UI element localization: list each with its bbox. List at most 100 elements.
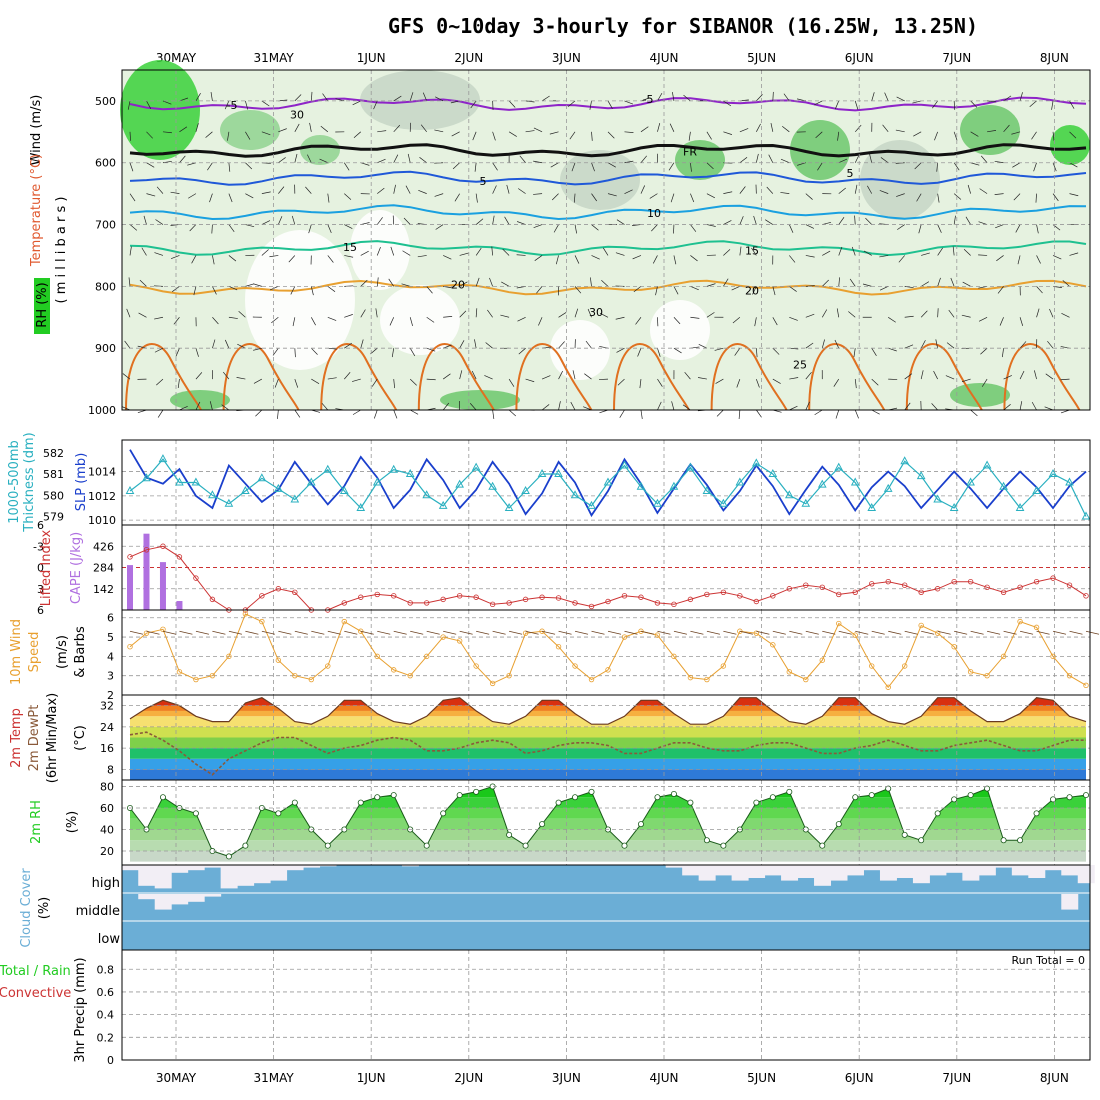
lifted-index-point <box>654 600 661 606</box>
wind-barb <box>245 224 255 228</box>
wind-barb <box>651 224 658 232</box>
lifted-index-point <box>687 596 694 603</box>
wind-barb <box>261 191 271 194</box>
temperature-contour <box>129 204 1087 221</box>
wind-axis-label: Wind (m/s) <box>29 95 44 166</box>
wind-barb <box>292 317 296 327</box>
wind-barb <box>1069 252 1079 256</box>
wind-barb <box>723 131 733 135</box>
wind-barb <box>492 185 497 194</box>
wind-barb <box>953 131 958 141</box>
wind-speed-point <box>143 630 150 636</box>
thickness-point <box>405 468 415 477</box>
wind-barb <box>838 246 843 256</box>
wind-barb <box>953 215 956 225</box>
wind-barb <box>673 286 679 295</box>
wind-barb-10m <box>970 630 984 635</box>
wind-barb <box>571 162 576 172</box>
wind-barb <box>1036 255 1041 264</box>
wind-barb <box>572 370 576 380</box>
wind-speed-point <box>918 622 924 629</box>
wind-barb <box>558 401 561 411</box>
wind-speed-point <box>358 628 364 634</box>
wind-barb <box>933 370 938 380</box>
rh-tick-label: 80 <box>100 780 114 793</box>
thickness-tick-label: 579 <box>43 511 64 524</box>
li-tick-label: 6 <box>37 519 44 532</box>
thickness-point <box>719 498 728 507</box>
wind-barb <box>1036 308 1040 318</box>
rh-point <box>621 842 628 849</box>
lifted-index-point <box>753 598 760 605</box>
top-date-label: 8JUN <box>1040 51 1069 65</box>
wind-barb <box>683 94 691 102</box>
minmax-axis-label: (6hr Min/Max) <box>45 693 60 783</box>
wind-barb <box>739 246 742 256</box>
wind-barb <box>953 193 962 200</box>
wind-barb <box>837 131 840 141</box>
wind-barb <box>189 224 197 232</box>
rh-point <box>720 842 727 849</box>
wind-tick-label: 5 <box>107 631 114 644</box>
wind-barb <box>419 157 427 164</box>
thickness-point <box>274 483 283 492</box>
wind-barb <box>175 348 180 357</box>
bottom-date-label: 8JUN <box>1040 1071 1069 1085</box>
wind-barb <box>1060 378 1070 381</box>
wind-barb <box>492 162 498 171</box>
wind-barb <box>635 317 642 325</box>
wind-barb <box>319 158 328 164</box>
precip-axis-label: 3hr Precip (mm) <box>73 957 88 1062</box>
top-date-label: 31MAY <box>253 51 294 65</box>
temperature-contour-25 <box>320 343 398 411</box>
wind-speed-point <box>621 634 628 640</box>
wind-barb <box>1029 100 1037 108</box>
wind-barb <box>390 246 395 256</box>
wind-barb <box>904 344 914 349</box>
wind-barb <box>245 162 253 170</box>
slp-line <box>129 449 1087 518</box>
wind-barb <box>485 342 493 349</box>
wind-barb <box>723 220 732 225</box>
wind-barb <box>191 255 197 264</box>
lifted-index-point <box>489 601 496 608</box>
rh-point <box>324 842 331 849</box>
bottom-date-label: 6JUN <box>845 1071 874 1085</box>
wind-barb <box>854 379 857 389</box>
wind-barb-10m <box>459 630 473 635</box>
cape-tick-label: 426 <box>93 540 114 553</box>
temp-tick-label: 8 <box>107 763 114 776</box>
wind-barb <box>377 158 386 164</box>
wind-barb <box>143 215 147 225</box>
bottom-date-label: 3JUN <box>552 1071 581 1085</box>
wind-barb <box>999 317 1004 326</box>
wind-barb-10m <box>838 630 852 635</box>
wind-barb <box>1069 193 1079 197</box>
wind-barb-10m <box>212 630 226 635</box>
precip-tick-label: 0.8 <box>97 963 115 976</box>
cloud-unit-label: (%) <box>37 897 52 920</box>
wind-speed-point <box>1017 618 1023 625</box>
rh-region <box>1050 125 1090 165</box>
wind-barb <box>1019 341 1027 349</box>
wind-barb <box>1034 370 1037 380</box>
thickness-point <box>158 454 168 463</box>
wind-barb <box>673 317 681 325</box>
wind-barb <box>952 246 955 256</box>
wind-barb <box>409 378 417 386</box>
wind-barb <box>277 409 279 419</box>
wind-barb <box>937 193 940 203</box>
wind-barb <box>124 340 131 349</box>
rh-point <box>291 799 298 806</box>
contour-label: FR <box>683 145 697 158</box>
bottom-date-label: 5JUN <box>747 1071 776 1085</box>
wind-barb-10m <box>1019 630 1034 635</box>
wind-barb <box>851 246 856 256</box>
wind-barb <box>583 406 592 411</box>
wind-barb <box>963 248 971 256</box>
wind-barb <box>1019 401 1023 411</box>
thickness-point <box>587 500 596 509</box>
wind-barb <box>224 100 230 110</box>
wind-barb <box>848 311 856 318</box>
thickness-point <box>768 468 778 477</box>
